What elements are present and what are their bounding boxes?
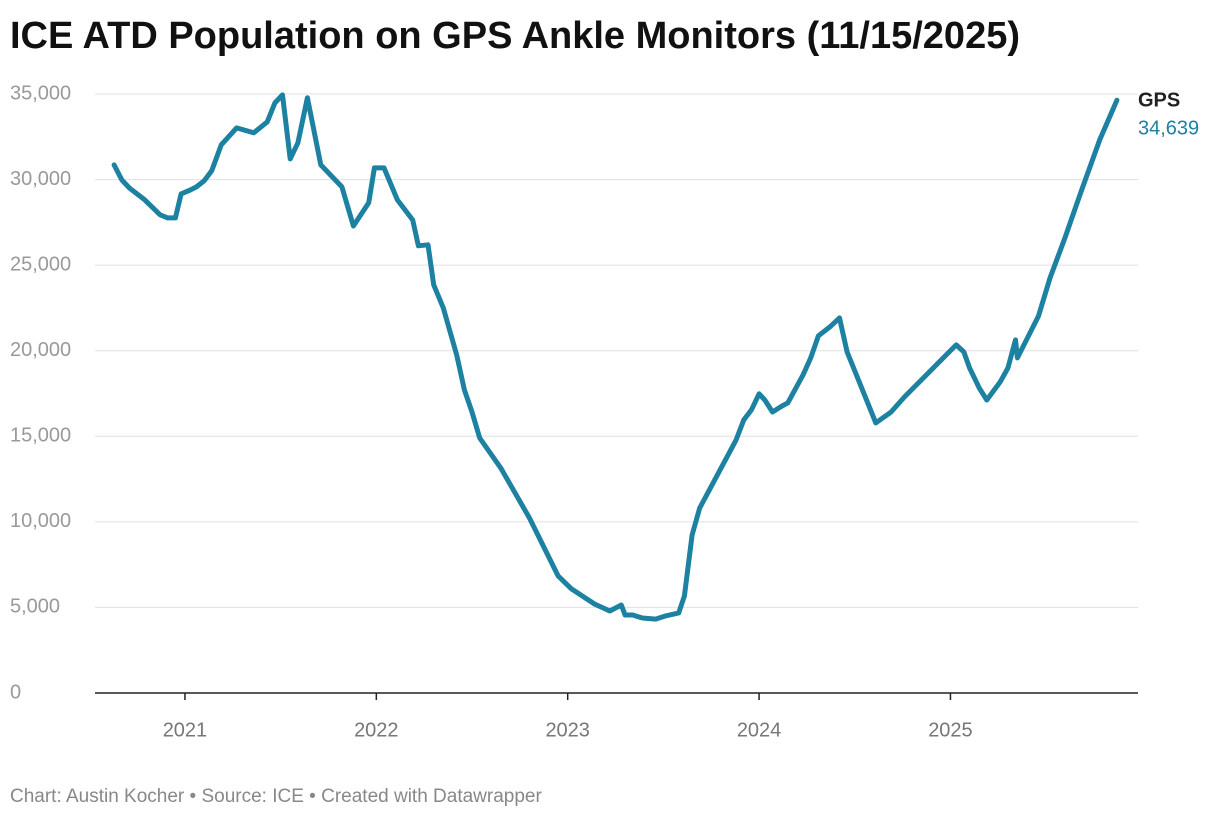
y-tick-label: 30,000 (10, 168, 71, 190)
y-tick-label: 0 (10, 681, 21, 703)
series-label: GPS (1138, 89, 1180, 111)
x-tick-label: 2021 (163, 719, 208, 741)
y-tick-label: 25,000 (10, 253, 71, 275)
x-tick-label: 2022 (354, 719, 399, 741)
x-tick-label: 2023 (545, 719, 590, 741)
y-tick-label: 35,000 (10, 82, 71, 104)
series-line (111, 92, 1120, 622)
x-tick-label: 2024 (737, 719, 782, 741)
y-tick-label: 15,000 (10, 425, 71, 447)
credit: Chart: Austin Kocher • Source: ICE • Cre… (10, 786, 542, 807)
y-tick-label: 20,000 (10, 339, 71, 361)
y-tick-label: 10,000 (10, 510, 71, 532)
y-tick-label: 5,000 (10, 596, 60, 618)
chart-title: ICE ATD Population on GPS Ankle Monitors… (10, 15, 1020, 57)
x-tick-label: 2025 (928, 719, 973, 741)
value-label: 34,639 (1138, 117, 1199, 139)
